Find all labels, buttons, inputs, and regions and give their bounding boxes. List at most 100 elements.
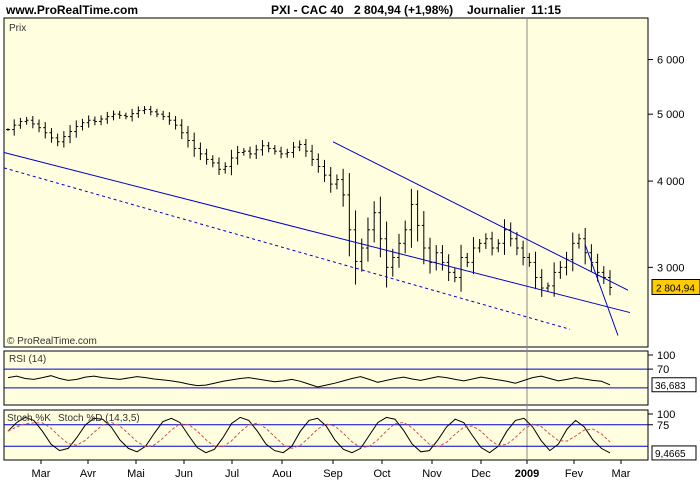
price-bar [378, 196, 383, 258]
price-bar [117, 110, 122, 119]
price-bar [142, 106, 147, 115]
site-name: www.ProRealTime.com [6, 3, 139, 17]
price-bar [465, 252, 470, 268]
stoch-signal-label: Stoch %D (14,3,5) [58, 413, 140, 424]
chart-header: www.ProRealTime.com PXI - CAC 40 2 804,9… [0, 0, 700, 20]
price-bar [30, 115, 35, 129]
price-bar [198, 142, 203, 161]
rsi-last-tag [651, 377, 697, 393]
price-bar [390, 248, 395, 277]
price-bar [99, 115, 104, 126]
price-bar [490, 231, 495, 256]
x-tick-label: Sep [323, 468, 343, 480]
price-tick-label: 4 000 [657, 176, 685, 188]
price-last-tag [651, 278, 700, 295]
trendline [3, 167, 571, 330]
panel-stoch [3, 409, 649, 461]
price-bar [136, 106, 141, 118]
price-bar [61, 131, 66, 148]
price-bar [80, 118, 85, 131]
price-bar [123, 112, 128, 120]
price-change: 2 804,94 (+1,98%) [354, 3, 454, 17]
price-bar [527, 253, 532, 267]
price-bar [74, 120, 79, 138]
x-tick-label: 2009 [515, 468, 539, 480]
price-bar [595, 253, 600, 282]
price-bar [12, 119, 17, 136]
price-bar [266, 141, 271, 153]
price-bar [229, 149, 234, 176]
rsi-series-line [7, 375, 611, 388]
price-bar [185, 126, 190, 148]
price-bar [328, 167, 333, 193]
price-bar [24, 117, 29, 125]
price-bar [539, 269, 544, 297]
price-bar [161, 110, 166, 121]
price-tick-label: 3 000 [657, 262, 685, 274]
price-bar [608, 270, 612, 296]
x-tick-label: Mai [127, 468, 145, 480]
price-bar [502, 219, 507, 255]
price-bar [496, 239, 501, 253]
stoch-signal-line [7, 421, 611, 449]
price-bar [86, 115, 91, 128]
price-bar [601, 266, 606, 284]
price-bar [279, 146, 284, 159]
x-tick-label: Nov [422, 468, 442, 480]
trendline [332, 141, 629, 291]
stoch-last-label: 9,4665 [655, 449, 686, 460]
price-bar [111, 110, 116, 121]
price-panel-label: Prix [9, 23, 26, 34]
x-tick-label: Fev [565, 468, 584, 480]
price-bar [452, 267, 457, 283]
price-bar [552, 262, 557, 297]
x-tick-label: Avr [80, 468, 97, 480]
price-bar [341, 168, 346, 207]
price-bar [55, 133, 60, 147]
panel-price [3, 17, 649, 348]
price-bar [440, 245, 445, 271]
price-bar [154, 108, 159, 118]
price-bar [521, 240, 526, 266]
price-bar [297, 140, 302, 152]
x-tick-label: Oct [373, 468, 390, 480]
price-bar [477, 238, 482, 253]
frequency-label: Journalier [467, 3, 526, 17]
price-bar [179, 119, 184, 140]
price-bar [248, 146, 253, 159]
price-bar [235, 146, 240, 165]
price-bar [192, 132, 197, 157]
price-bar [415, 190, 420, 242]
trendline [3, 152, 631, 314]
price-bar [570, 232, 575, 272]
price-bar [148, 105, 153, 116]
price-bar [167, 112, 172, 125]
price-bar [217, 157, 222, 176]
price-bar [173, 116, 178, 130]
price-bar [483, 233, 488, 249]
price-bar [396, 233, 401, 268]
instrument-title: PXI - CAC 40 [271, 3, 344, 17]
x-tick-label: Aou [272, 468, 292, 480]
price-bar [303, 138, 308, 157]
price-bar [316, 153, 321, 173]
rsi-tick-label: 70 [657, 364, 669, 376]
price-bar [210, 155, 215, 168]
price-bar [260, 140, 265, 156]
price-tick-label: 5 000 [657, 109, 685, 121]
price-bar [533, 251, 538, 290]
x-tick-label: Jul [225, 468, 239, 480]
price-bar [347, 173, 352, 257]
panel-rsi [3, 350, 649, 406]
stoch-series-line [7, 416, 611, 454]
x-tick-label: Mar [612, 468, 631, 480]
price-bar [241, 148, 246, 156]
rsi-panel-label: RSI (14) [9, 354, 46, 365]
price-bar [446, 254, 451, 281]
price-bar [105, 111, 110, 124]
price-bar [372, 201, 377, 243]
price-bar [92, 116, 97, 126]
time-label: 11:15 [531, 3, 562, 17]
rsi-last-label: 36,683 [655, 381, 686, 392]
